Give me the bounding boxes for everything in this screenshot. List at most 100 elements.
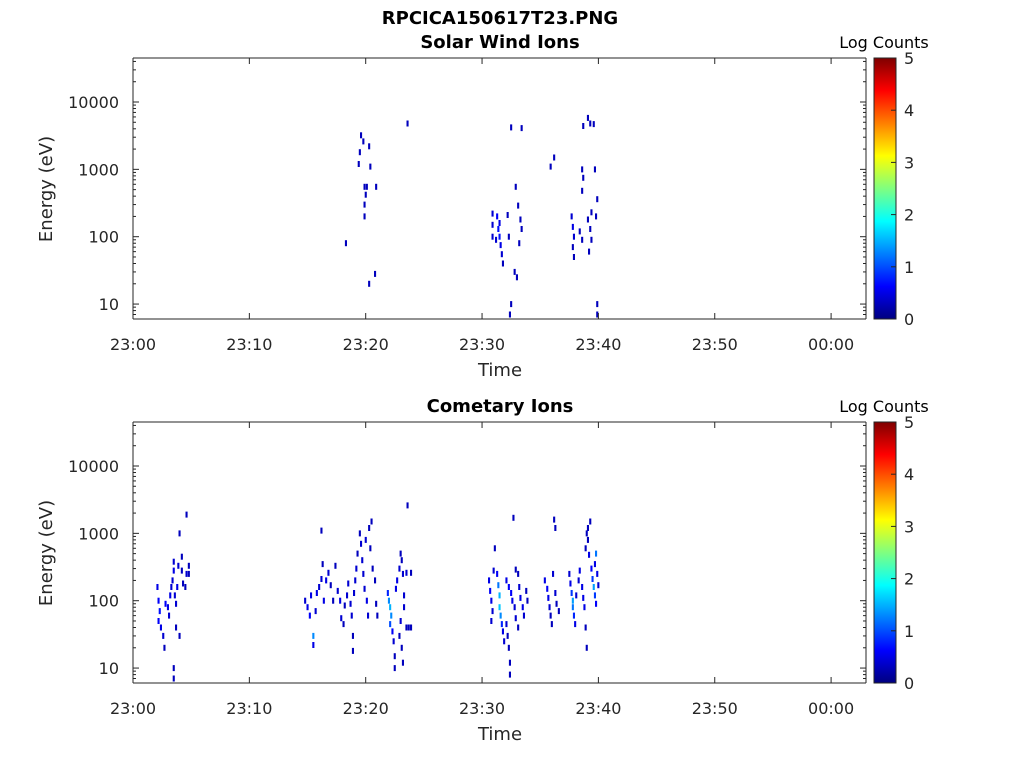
heatmap-cell [353, 590, 356, 596]
heatmap-cell [582, 594, 585, 601]
heatmap-cell [589, 518, 592, 525]
colorbar-tick-label: 1 [904, 622, 914, 641]
heatmap-cell [491, 233, 494, 240]
heatmap-cell [491, 210, 494, 217]
heatmap-cell [569, 580, 572, 587]
heatmap-cell [570, 213, 573, 220]
heatmap-cell [364, 191, 367, 198]
heatmap-cell [358, 530, 361, 537]
y-axis-ticks: 10 100 1000 10000 [68, 60, 866, 320]
heatmap-cell [586, 536, 589, 543]
heatmap-cell [344, 240, 347, 247]
colorbar-gradient [873, 57, 897, 320]
heatmap-cell [552, 570, 555, 577]
heatmap-cell [521, 604, 524, 611]
heatmap-cell [349, 600, 352, 607]
heatmap-cell [336, 587, 339, 594]
colorbar-tick-label: 2 [904, 206, 914, 225]
heatmap-cell [508, 311, 511, 318]
x-tick-label: 23:30 [459, 699, 505, 718]
y-tick-label: 10 [99, 295, 119, 314]
heatmap-cell [403, 604, 406, 611]
heatmap-cell [514, 183, 517, 190]
x-tick-label: 23:50 [692, 699, 738, 718]
heatmap-cell [318, 584, 321, 590]
heatmap-cell [595, 600, 598, 607]
heatmap-cell [493, 545, 496, 552]
heatmap-cell [596, 570, 599, 577]
heatmap-cell [406, 120, 409, 127]
heatmap-cell [374, 577, 377, 584]
heatmap-cell [546, 585, 549, 592]
heatmap-cell [173, 592, 176, 599]
heatmap-cell [346, 592, 349, 599]
heatmap-cell [356, 550, 359, 557]
heatmap-cell [398, 565, 401, 572]
heatmap-cell [511, 597, 514, 604]
panel-cometary-ions: Cometary Ions 23:00 23:10 23:20 23:30 23:40 2… [36, 396, 929, 745]
heatmap-cell [304, 597, 307, 604]
heatmap-cell [578, 228, 581, 235]
heatmap-cell [518, 584, 521, 590]
heatmap-cell [585, 644, 588, 651]
colorbar-tick-label: 5 [904, 413, 914, 432]
heatmap-cell [496, 570, 499, 577]
heatmap-cell [321, 561, 324, 568]
heatmap-cell [505, 621, 508, 628]
heatmap-cell [315, 590, 318, 596]
heatmap-cell [596, 301, 599, 308]
heatmap-cell [410, 624, 413, 631]
heatmap-cell [522, 612, 525, 619]
heatmap-cell [170, 584, 173, 590]
colorbar: Log Counts 0 1 2 3 4 5 [839, 397, 929, 693]
heatmap-cell [371, 565, 374, 572]
heatmap-cell [401, 570, 404, 577]
heatmap-cell [156, 584, 159, 590]
colorbar-tick-label: 4 [904, 101, 914, 120]
y-tick-label: 1000 [78, 160, 119, 179]
heatmap-cell [491, 221, 494, 228]
heatmap-cell [488, 577, 491, 584]
heatmap-cell [586, 525, 589, 531]
colorbar: Log Counts 0 1 2 3 4 5 [839, 33, 929, 329]
colorbar-tick-label: 4 [904, 465, 914, 484]
heatmap-cell [396, 577, 399, 584]
heatmap-cell [405, 569, 408, 576]
x-tick-label: 23:20 [343, 699, 389, 718]
heatmap-cell [498, 233, 501, 240]
heatmap-cell [525, 587, 528, 594]
colorbar-tick-label: 3 [904, 517, 914, 536]
y-tick-label: 100 [88, 228, 119, 247]
heatmap-cell [339, 597, 342, 604]
heatmap-cell [360, 540, 363, 547]
y-tick-label: 1000 [78, 524, 119, 543]
x-tick-label: 23:00 [110, 699, 156, 718]
heatmap-cell [175, 624, 178, 631]
heatmap-cell [490, 597, 493, 604]
heatmap-cell [575, 592, 578, 599]
heatmap-cell [506, 632, 509, 639]
heatmap-cell [387, 597, 390, 604]
heatmap-cell [517, 202, 520, 209]
heatmap-cell [162, 632, 165, 639]
x-tick-label: 23:20 [343, 335, 389, 354]
heatmap-cell [584, 624, 587, 631]
heatmap-cell [568, 570, 571, 577]
heatmap-cell [169, 592, 172, 599]
colorbar-label: Log Counts [839, 33, 929, 52]
heatmap-cell [586, 114, 589, 121]
heatmap-cell [187, 570, 190, 577]
heatmap-cell [506, 212, 509, 218]
colorbar-gradient [873, 421, 897, 684]
heatmap-cell [510, 301, 513, 308]
heatmap-cell [374, 270, 377, 277]
heatmap-cell [492, 567, 495, 574]
heatmap-cell [499, 242, 502, 249]
colorbar-tick-label: 0 [904, 310, 914, 329]
heatmap-cell [400, 644, 403, 651]
heatmap-cell [572, 612, 575, 619]
heatmap-cell [513, 268, 516, 275]
heatmap-cell [513, 604, 516, 611]
heatmap-cell [163, 644, 166, 651]
heatmap-cell [368, 525, 371, 531]
